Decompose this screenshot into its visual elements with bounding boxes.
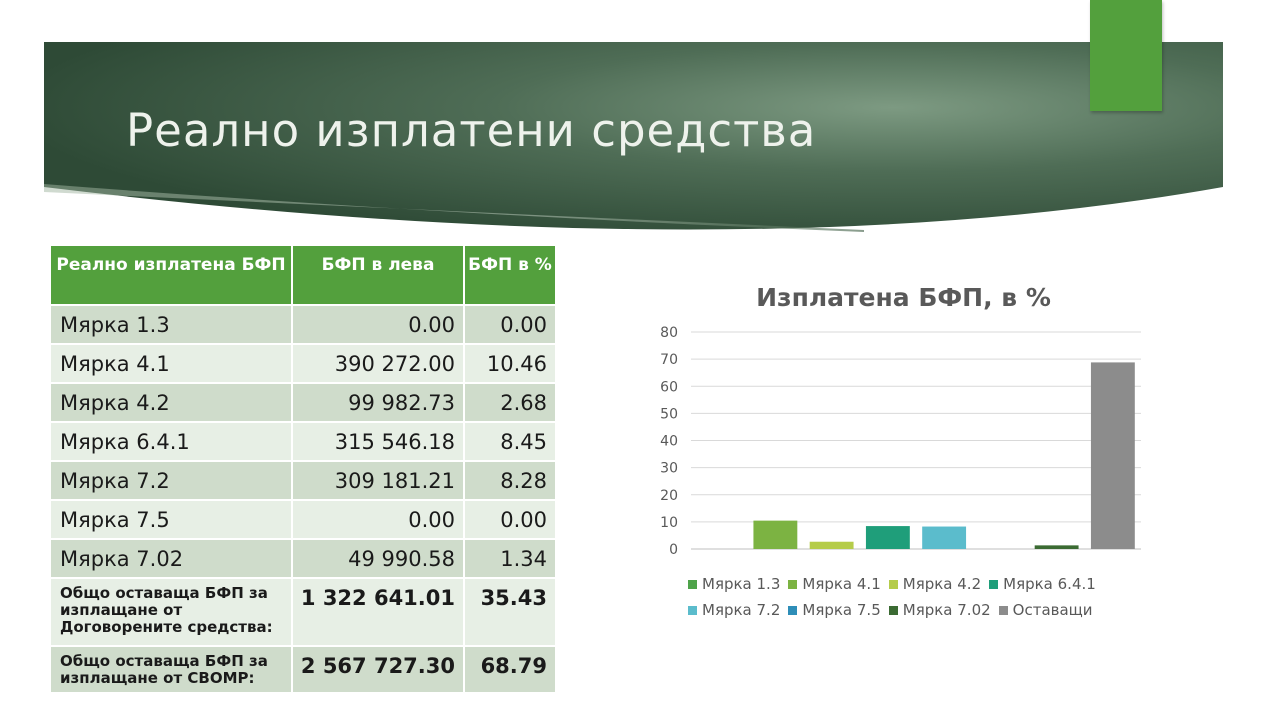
table-row: Мярка 7.2 309 181.21 8.28 [49,460,557,501]
row-name: Мярка 7.5 [49,499,293,540]
row-name: Мярка 7.2 [49,460,293,501]
legend-item: Оставащи [998,601,1093,619]
bar-5 [922,526,967,549]
table-header-row: Реално изплатена БФП БФП в лева БФП в % [49,244,557,306]
bar-2 [753,520,798,549]
legend-item: Мярка 4.2 [888,575,982,593]
row-lev: 315 546.18 [291,421,465,462]
row-pct: 8.28 [463,460,557,501]
row-name: Мярка 1.3 [49,304,293,345]
header-pct: БФП в % [463,244,557,306]
row-lev: 309 181.21 [291,460,465,501]
row-pct: 10.46 [463,343,557,384]
legend-item: Мярка 7.5 [788,601,881,619]
total-pct: 35.43 [463,577,557,647]
total-name: Общо оставаща БФП за изплащане от Догово… [49,577,293,647]
legend-label: Мярка 4.2 [902,575,982,593]
total-name: Общо оставаща БФП за изплащане от СВОМР: [49,645,293,694]
y-tick-label: 0 [669,542,678,558]
bar-chart: 0 10 20 30 40 50 60 70 80 [660,325,1141,558]
legend-item: Мярка 7.2 [688,601,780,619]
legend-item: Мярка 6.4.1 [989,575,1096,593]
row-lev: 99 982.73 [291,382,465,423]
legend-swatch [989,579,999,589]
total-lev: 2 567 727.30 [291,645,465,694]
total-row: Общо оставаща БФП за изплащане от Догово… [49,577,557,647]
total-pct: 68.79 [463,645,557,694]
legend-item: Мярка 4.1 [788,575,881,593]
y-tick-label: 30 [660,461,678,477]
y-tick-label: 40 [660,434,678,450]
legend-swatch [788,579,798,589]
legend-label: Мярка 7.5 [802,601,881,619]
legend-swatch [688,605,697,615]
y-tick-label: 70 [660,352,678,368]
y-tick-label: 60 [660,379,678,395]
payments-table: Реално изплатена БФП БФП в лева БФП в % … [49,244,557,694]
table-row: Мярка 4.1 390 272.00 10.46 [49,343,557,384]
row-pct: 8.45 [463,421,557,462]
legend-label: Мярка 6.4.1 [1003,575,1096,593]
row-pct: 0.00 [463,499,557,540]
legend-item: Мярка 7.02 [888,601,991,619]
table-row: Мярка 7.5 0.00 0.00 [49,499,557,540]
chart-legend: Мярка 1.3 Мярка 4.1 Мярка 4.2 Мярка 6.4.1 Мя… [688,571,1148,623]
legend-row: Мярка 7.2 Мярка 7.5 Мярка 7.02 Оставащи [688,597,1148,623]
legend-label: Оставащи [1012,601,1093,619]
table-row: Мярка 4.2 99 982.73 2.68 [49,382,557,423]
chart-title: Изплатена БФП, в % [756,283,1051,312]
legend-swatch [788,605,798,615]
row-pct: 1.34 [463,538,557,579]
row-lev: 0.00 [291,499,465,540]
row-pct: 2.68 [463,382,557,423]
total-lev: 1 322 641.01 [291,577,465,647]
table-row: Мярка 7.02 49 990.58 1.34 [49,538,557,579]
legend-swatch [998,605,1008,615]
legend-item: Мярка 1.3 [688,575,780,593]
y-tick-label: 80 [660,325,678,341]
row-name: Мярка 4.2 [49,382,293,423]
legend-label: Мярка 4.1 [802,575,881,593]
legend-swatch [888,605,898,615]
bar-8 [1090,362,1135,549]
y-tick-label: 20 [660,488,678,504]
y-tick-label: 50 [660,406,678,422]
row-lev: 0.00 [291,304,465,345]
table-row: Мярка 1.3 0.00 0.00 [49,304,557,345]
legend-label: Мярка 7.2 [702,601,781,619]
header-lev: БФП в лева [291,244,465,306]
legend-swatch [688,579,697,589]
title-banner [44,42,1223,232]
row-lev: 390 272.00 [291,343,465,384]
row-pct: 0.00 [463,304,557,345]
header-measure: Реално изплатена БФП [49,244,293,306]
row-name: Мярка 7.02 [49,538,293,579]
row-lev: 49 990.58 [291,538,465,579]
total-row: Общо оставаща БФП за изплащане от СВОМР:… [49,645,557,694]
legend-label: Мярка 1.3 [702,575,781,593]
bar-4 [865,526,910,549]
legend-swatch [888,579,898,589]
legend-label: Мярка 7.02 [902,601,991,619]
bar-7 [1034,545,1079,549]
legend-row: Мярка 1.3 Мярка 4.1 Мярка 4.2 Мярка 6.4.1 [688,571,1148,597]
row-name: Мярка 6.4.1 [49,421,293,462]
bar-3 [809,541,854,549]
row-name: Мярка 4.1 [49,343,293,384]
accent-block [1090,0,1162,111]
table-row: Мярка 6.4.1 315 546.18 8.45 [49,421,557,462]
slide-title: Реално изплатени средства [126,104,817,157]
y-tick-label: 10 [660,515,678,531]
